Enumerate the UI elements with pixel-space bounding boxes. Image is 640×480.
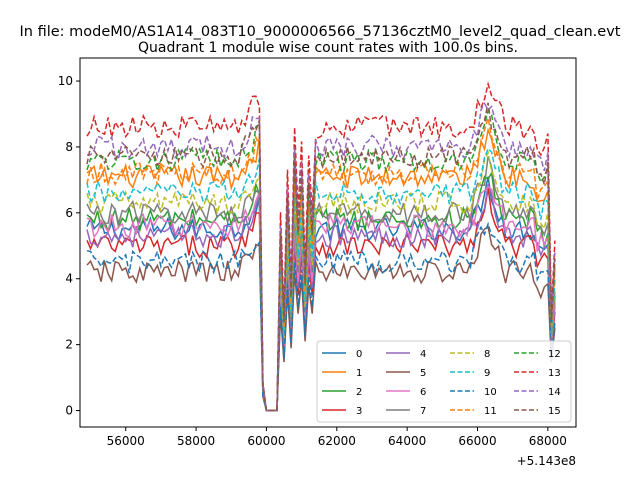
series-line-13 — [86, 81, 556, 412]
series-line-8 — [86, 150, 556, 412]
legend-label-12: 12 — [548, 349, 561, 360]
figure-suptitle: In file: modeM0/AS1A14_083T10_9000006566… — [20, 24, 621, 40]
legend-label-3: 3 — [356, 406, 362, 417]
x-tick-label: 60000 — [247, 434, 285, 448]
legend-label-14: 14 — [548, 387, 561, 398]
legend-label-15: 15 — [548, 406, 561, 417]
legend-label-8: 8 — [484, 349, 490, 360]
legend-label-2: 2 — [356, 387, 362, 398]
y-axis: 0 2 4 6 8 10 — [58, 74, 80, 418]
series-line-5 — [86, 225, 556, 412]
series-line-1 — [86, 127, 556, 412]
y-tick-label: 2 — [65, 338, 73, 352]
y-tick-label: 4 — [65, 272, 73, 286]
series-line-4 — [86, 184, 556, 412]
series-line-6 — [86, 185, 556, 412]
x-tick-label: 64000 — [388, 434, 426, 448]
series-lines — [86, 81, 556, 412]
legend-label-10: 10 — [484, 387, 497, 398]
x-offset-label: +5.143e8 — [517, 454, 576, 468]
x-tick-label: 56000 — [107, 434, 145, 448]
legend-label-13: 13 — [548, 368, 561, 379]
legend-label-0: 0 — [356, 349, 362, 360]
y-tick-label: 10 — [58, 74, 73, 88]
series-line-12 — [86, 109, 556, 412]
chart-title: Quadrant 1 module wise count rates with … — [138, 40, 518, 56]
x-tick-label: 68000 — [529, 434, 567, 448]
x-tick-label: 58000 — [177, 434, 215, 448]
legend-label-6: 6 — [420, 387, 426, 398]
legend-label-9: 9 — [484, 368, 490, 379]
x-tick-label: 66000 — [458, 434, 496, 448]
plot-frame — [79, 57, 577, 428]
legend-label-11: 11 — [484, 406, 497, 417]
legend-box — [316, 340, 572, 423]
series-line-9 — [86, 147, 556, 412]
legend-label-7: 7 — [420, 406, 426, 417]
series-line-14 — [86, 101, 556, 412]
y-tick-label: 0 — [65, 404, 73, 418]
y-tick-label: 6 — [65, 206, 73, 220]
series-line-11 — [86, 117, 556, 412]
legend-label-5: 5 — [420, 368, 426, 379]
series-line-10 — [86, 221, 556, 412]
legend-label-1: 1 — [356, 368, 362, 379]
x-tick-label: 62000 — [318, 434, 356, 448]
y-tick-label: 8 — [65, 140, 73, 154]
legend-label-4: 4 — [420, 349, 426, 360]
x-axis: 56000 58000 60000 62000 64000 66000 68000 — [107, 427, 567, 448]
series-line-15 — [86, 102, 556, 412]
